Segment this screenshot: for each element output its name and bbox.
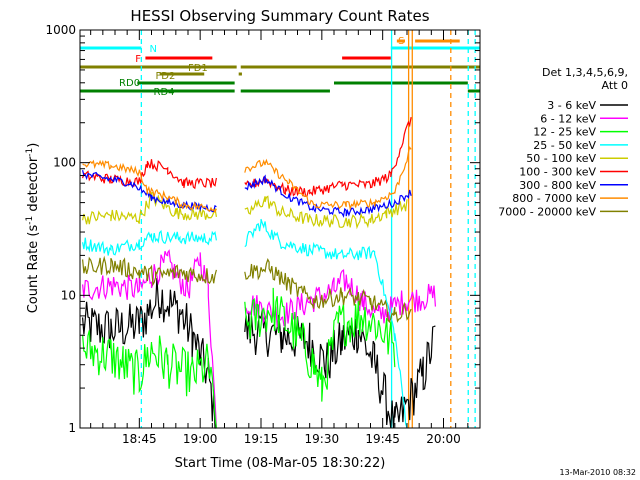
y-label-sup2: -1 xyxy=(25,148,35,157)
series-line-3 xyxy=(82,218,408,429)
x-tick-label: 19:30 xyxy=(305,432,340,446)
series-line-4 xyxy=(82,191,408,230)
y-tick-label: 1000 xyxy=(45,23,76,37)
annotation-label-fd1: FD1 xyxy=(188,63,208,74)
axes-layer: 1 10 100 1000 18:45 19:00 19:15 19:30 19:45 20:00 xyxy=(45,23,481,446)
plot-frame xyxy=(79,29,481,429)
series-line-8 xyxy=(82,255,412,324)
annotation-label-fd2: FD2 xyxy=(156,71,176,82)
y-tick-label: 1 xyxy=(68,421,76,435)
y-axis-label: Count Rate (s-1 detector-1) xyxy=(25,143,41,314)
legend-entry-label: 100 - 300 keV xyxy=(519,166,596,179)
y-tick-label: 100 xyxy=(53,156,76,170)
legend-entry-label: 800 - 7000 keV xyxy=(512,192,596,205)
annotation-label-f: F xyxy=(135,54,141,65)
chart-title: HESSI Observing Summary Count Rates xyxy=(130,7,429,25)
legend-entry-label: 3 - 6 keV xyxy=(547,99,596,112)
annotation-label-s: S xyxy=(398,36,404,47)
x-tick-label: 19:15 xyxy=(244,432,279,446)
legend-entry-label: 6 - 12 keV xyxy=(540,112,596,125)
legend-title-line: Att 0 xyxy=(602,79,628,92)
series-line-6 xyxy=(82,170,412,218)
y-label-part3: ) xyxy=(26,143,41,148)
x-axis-label: Start Time (08-Mar-05 18:30:22) xyxy=(175,456,386,471)
x-tick-label: 19:45 xyxy=(365,432,400,446)
svg-text:Count Rate (s-1 detector-1): Count Rate (s-1 detector-1) xyxy=(25,143,41,314)
x-tick-label: 19:00 xyxy=(183,432,218,446)
legend-entry-label: 7000 - 20000 keV xyxy=(498,205,596,218)
legend-entry-label: 50 - 100 keV xyxy=(526,152,596,165)
annotation-label-n: N xyxy=(149,44,156,55)
legend-entry-label: 25 - 50 keV xyxy=(533,139,596,152)
legend-entry-label: 300 - 800 keV xyxy=(519,179,596,192)
x-tick-label: 20:00 xyxy=(426,432,461,446)
annotation-label-rd0: RD0 xyxy=(119,78,140,89)
y-label-part2: detector xyxy=(26,156,41,216)
legend-entry-label: 12 - 25 keV xyxy=(533,126,596,139)
annotation-layer: NF FD1 FD2 RD0 RD4 S xyxy=(80,30,480,428)
legend-title-line: Det 1,3,4,5,6,9, xyxy=(542,66,628,79)
y-label-sup1: -1 xyxy=(25,216,35,225)
timestamp: 13-Mar-2010 08:32 xyxy=(560,468,637,477)
series-line-7 xyxy=(82,145,412,214)
series-line-2 xyxy=(82,287,396,429)
y-label-part1: Count Rate (s xyxy=(26,225,41,314)
x-tick-label: 18:45 xyxy=(122,432,157,446)
series-layer xyxy=(82,116,436,429)
y-tick-label: 10 xyxy=(61,288,76,302)
annotation-label-rd4: RD4 xyxy=(154,87,175,98)
series-line-5 xyxy=(82,116,412,198)
